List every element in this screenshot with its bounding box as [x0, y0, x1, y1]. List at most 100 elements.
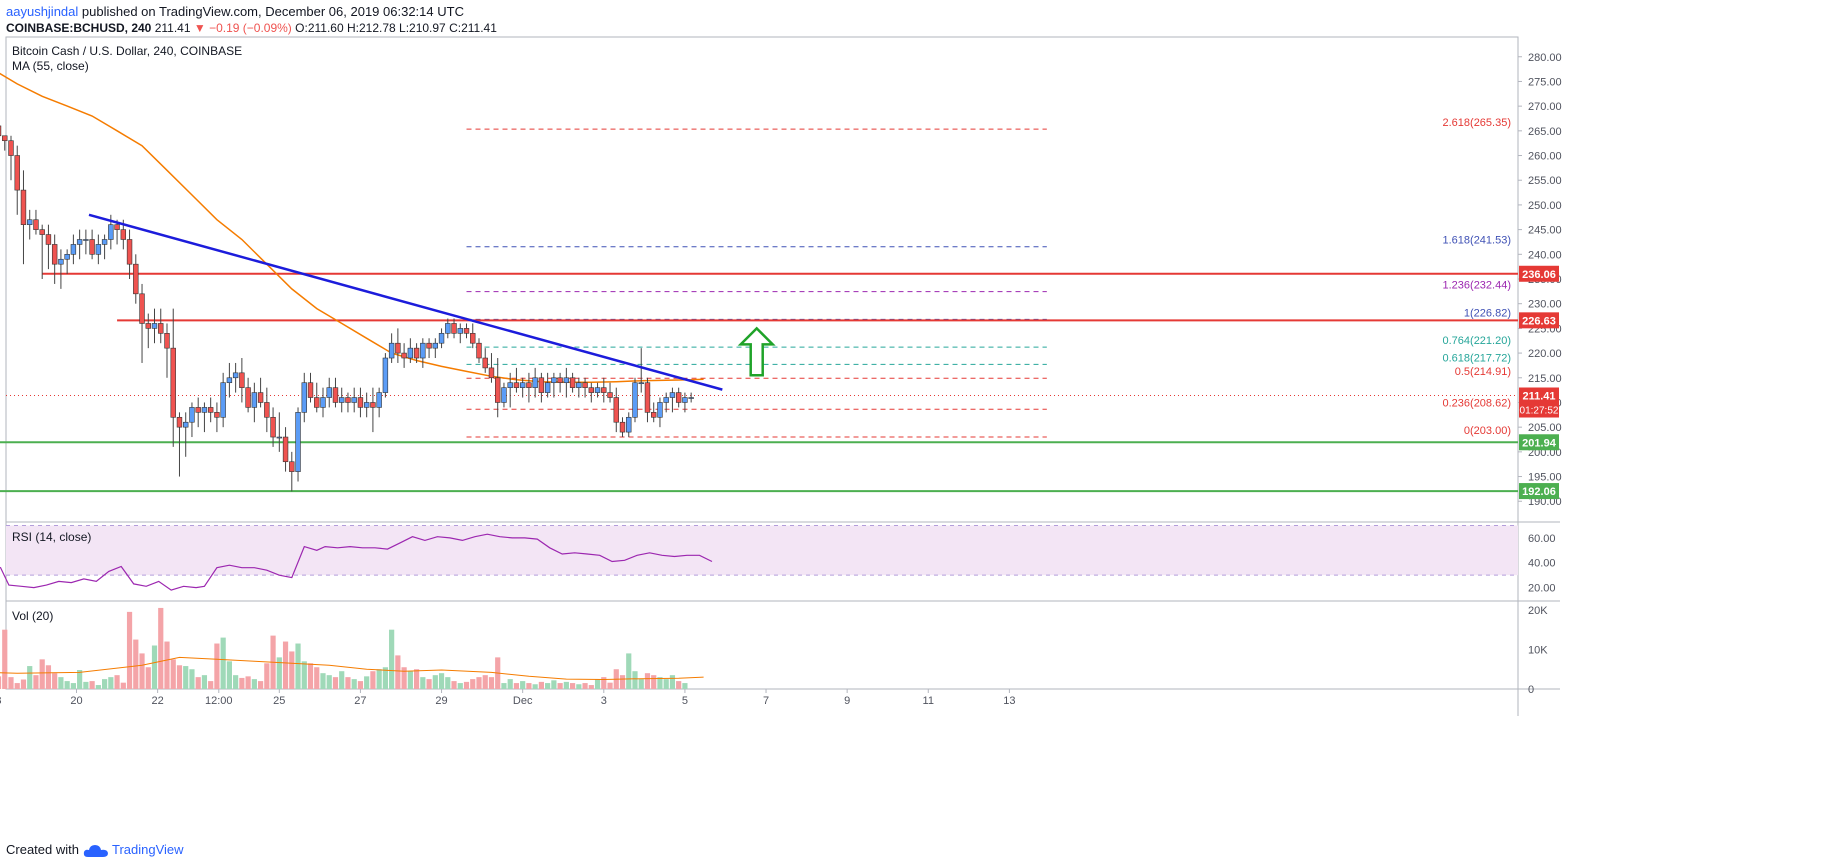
candle [688, 392, 694, 403]
candle [607, 382, 613, 403]
candle [301, 372, 307, 423]
volume-bar [52, 673, 58, 689]
candle-body [563, 377, 570, 384]
candle-body [251, 392, 258, 408]
volume-bar [351, 679, 357, 689]
candle-body [557, 377, 563, 384]
volume-bar [395, 655, 401, 689]
volume-bar [569, 683, 576, 689]
volume-bar [251, 679, 257, 689]
candle-body [332, 387, 339, 403]
candle-body [401, 352, 407, 359]
candle [351, 387, 357, 413]
candle [495, 358, 501, 418]
candle-body [526, 382, 532, 388]
candle [669, 387, 676, 413]
candle-body [432, 342, 439, 349]
candle [513, 367, 520, 393]
price-axis-tick-label: 245.00 [1528, 225, 1562, 237]
candle [64, 249, 70, 275]
volume-bar [644, 673, 651, 689]
volume-bar [120, 682, 126, 689]
candle-body [426, 342, 432, 349]
candle-body [626, 416, 632, 433]
candle-body [232, 372, 239, 379]
tradingview-link[interactable]: TradingView [112, 842, 184, 857]
candle [270, 407, 276, 447]
volume-bar [619, 675, 626, 689]
ma-55-line [0, 72, 704, 383]
candle [170, 308, 176, 447]
volume-bar [445, 677, 451, 689]
volume-bar [189, 669, 195, 689]
candle-body [619, 421, 626, 433]
candle [339, 387, 345, 413]
candle [445, 318, 451, 339]
volume-bar [0, 676, 2, 689]
volume-axis-tick-label: 0 [1528, 684, 1534, 696]
fib-level-label: 1(226.82) [1464, 307, 1511, 319]
volume-bar [501, 683, 507, 689]
volume-bar [488, 677, 495, 689]
candle [201, 402, 208, 433]
chart-title: Bitcoin Cash / U.S. Dollar, 240, COINBAS… [12, 44, 242, 58]
candle [507, 372, 513, 408]
candle-body [495, 377, 501, 403]
volume-bar [470, 679, 476, 689]
candle-body [257, 392, 264, 403]
volume-bar [407, 671, 413, 689]
volume-bar [176, 665, 183, 689]
candle-body [457, 328, 463, 334]
candle [638, 348, 644, 393]
candle [538, 372, 545, 403]
volume-bar [476, 677, 482, 689]
volume-bar [382, 667, 388, 689]
candle [33, 209, 39, 235]
candle [395, 328, 401, 363]
candle [426, 338, 432, 359]
candle-body [158, 323, 164, 334]
candle [401, 343, 407, 368]
candle-body [76, 239, 83, 245]
candle [332, 377, 339, 408]
volume-bar [58, 677, 64, 689]
fib-level-label: 0.618(217.72) [1443, 352, 1512, 364]
volume-bar [389, 629, 395, 689]
header-row-2: COINBASE:BCHUSD, 240 211.41 ▼ −0.19 (−0.… [6, 20, 497, 36]
candle-body [451, 323, 457, 334]
countdown-label: 01:27:52 [1520, 406, 1559, 417]
volume-bar [357, 681, 364, 689]
candle [407, 338, 414, 363]
candle-body [613, 397, 619, 423]
volume-bar [532, 684, 538, 689]
volume-bar [2, 629, 8, 689]
candle-body [351, 397, 357, 403]
candle-body [226, 377, 233, 384]
fib-level-label: 0(203.00) [1464, 425, 1511, 437]
candle-body [513, 382, 520, 388]
candle-body [501, 387, 507, 403]
price-axis-tick-label: 250.00 [1528, 200, 1562, 212]
candle [482, 348, 488, 373]
volume-bar [401, 667, 407, 689]
volume-bar [239, 677, 245, 689]
candle [644, 377, 651, 423]
volume-bar [226, 661, 232, 689]
candle [83, 229, 89, 255]
candle [376, 387, 382, 418]
candle-body [420, 342, 426, 359]
candle-body [301, 382, 307, 413]
price-axis-tick-label: 195.00 [1528, 472, 1562, 484]
volume-bar [332, 677, 339, 689]
author-link[interactable]: aayushjindal [6, 4, 79, 19]
candle-body [95, 244, 102, 255]
candle-body [476, 342, 482, 359]
candle [58, 249, 64, 289]
candle-body [170, 347, 176, 418]
candle [557, 372, 563, 393]
candle [101, 234, 108, 260]
time-axis-tick-label: 5 [682, 695, 688, 707]
candle [20, 170, 27, 265]
volume-bar [170, 659, 176, 689]
